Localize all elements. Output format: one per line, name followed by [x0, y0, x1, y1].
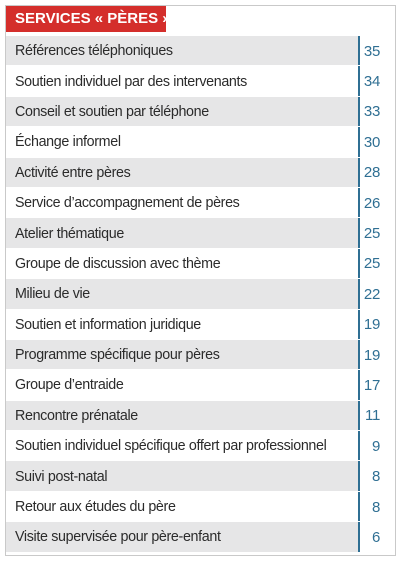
- row-value: 11: [358, 400, 388, 432]
- table-row: Suivi post-natal 8: [6, 461, 395, 492]
- row-label: Conseil et soutien par téléphone: [6, 96, 358, 128]
- row-label: Rencontre prénatale: [6, 400, 358, 432]
- row-value: 19: [358, 309, 388, 340]
- table-row: Milieu de vie 22: [6, 279, 395, 310]
- row-label: Programme spécifique pour pères: [6, 339, 358, 371]
- row-value: 34: [358, 66, 388, 97]
- row-value: 8: [358, 491, 388, 523]
- row-label: Retour aux études du père: [15, 499, 176, 516]
- services-table-panel: SERVICES « PÈRES » Références téléphoniq…: [5, 5, 396, 556]
- row-divider: [6, 551, 395, 553]
- row-divider: [6, 247, 395, 249]
- row-divider: [6, 490, 395, 492]
- row-value: 19: [358, 339, 388, 371]
- row-label: Visite supervisée pour père-enfant: [6, 522, 358, 553]
- table-row: Groupe d’entraide 17: [6, 370, 395, 401]
- row-label: Activité entre pères: [6, 157, 358, 188]
- table-row: Retour aux études du père 8: [6, 491, 395, 523]
- row-divider: [6, 338, 395, 340]
- table-row: Échange informel 30: [6, 127, 395, 158]
- table-row: Conseil et soutien par téléphone 33: [6, 96, 395, 128]
- row-value: 35: [358, 36, 388, 67]
- row-label: Groupe de discussion avec thème: [15, 255, 221, 272]
- row-value: 25: [358, 248, 388, 280]
- table-row: Activité entre pères 28: [6, 157, 395, 188]
- row-value: 30: [358, 127, 388, 158]
- row-divider: [6, 460, 395, 462]
- row-value: 25: [358, 218, 388, 249]
- row-divider: [6, 65, 395, 67]
- row-value: 9: [358, 431, 388, 462]
- row-label: Milieu de vie: [6, 279, 358, 310]
- table-row: Soutien individuel par des intervenants 3…: [6, 66, 395, 97]
- row-divider: [6, 186, 395, 188]
- row-label: Références téléphoniques: [6, 36, 358, 67]
- table-body: Références téléphoniques 35 Soutien indivi…: [6, 36, 395, 553]
- row-label: Suivi post-natal: [6, 461, 358, 492]
- row-value: 33: [358, 96, 388, 128]
- row-divider: [6, 521, 395, 523]
- row-value: 28: [358, 157, 388, 188]
- table-row: Visite supervisée pour père-enfant 6: [6, 522, 395, 553]
- row-value: 26: [358, 187, 388, 219]
- row-label: Groupe d’entraide: [15, 377, 124, 394]
- row-label: Soutien individuel par des intervenants: [15, 73, 247, 90]
- row-divider: [6, 126, 395, 128]
- table-row: Soutien individuel spécifique offert par…: [6, 431, 395, 462]
- table-row: Groupe de discussion avec thème 25: [6, 248, 395, 280]
- row-divider: [6, 156, 395, 158]
- row-divider: [6, 308, 395, 310]
- row-value: 6: [358, 522, 388, 553]
- table-row: Références téléphoniques 35: [6, 36, 395, 67]
- row-label: Soutien individuel spécifique offert par…: [15, 438, 327, 455]
- row-label: Atelier thématique: [6, 218, 358, 249]
- row-divider: [6, 217, 395, 219]
- table-row: Rencontre prénatale 11: [6, 400, 395, 432]
- table-row: Atelier thématique 25: [6, 218, 395, 249]
- row-divider: [6, 369, 395, 371]
- row-divider: [6, 95, 395, 97]
- row-value: 8: [358, 461, 388, 492]
- table-row: Programme spécifique pour pères 19: [6, 339, 395, 371]
- row-divider: [6, 278, 395, 280]
- row-label: Échange informel: [15, 134, 121, 151]
- table-row: Service d’accompagnement de pères 26: [6, 187, 395, 219]
- row-label: Service d’accompagnement de pères: [15, 195, 240, 212]
- table-row: Soutien et information juridique 19: [6, 309, 395, 340]
- row-divider: [6, 399, 395, 401]
- row-value: 17: [358, 370, 388, 401]
- row-value: 22: [358, 279, 388, 310]
- table-title: SERVICES « PÈRES »: [6, 6, 171, 32]
- row-divider: [6, 430, 395, 432]
- row-label: Soutien et information juridique: [15, 316, 201, 333]
